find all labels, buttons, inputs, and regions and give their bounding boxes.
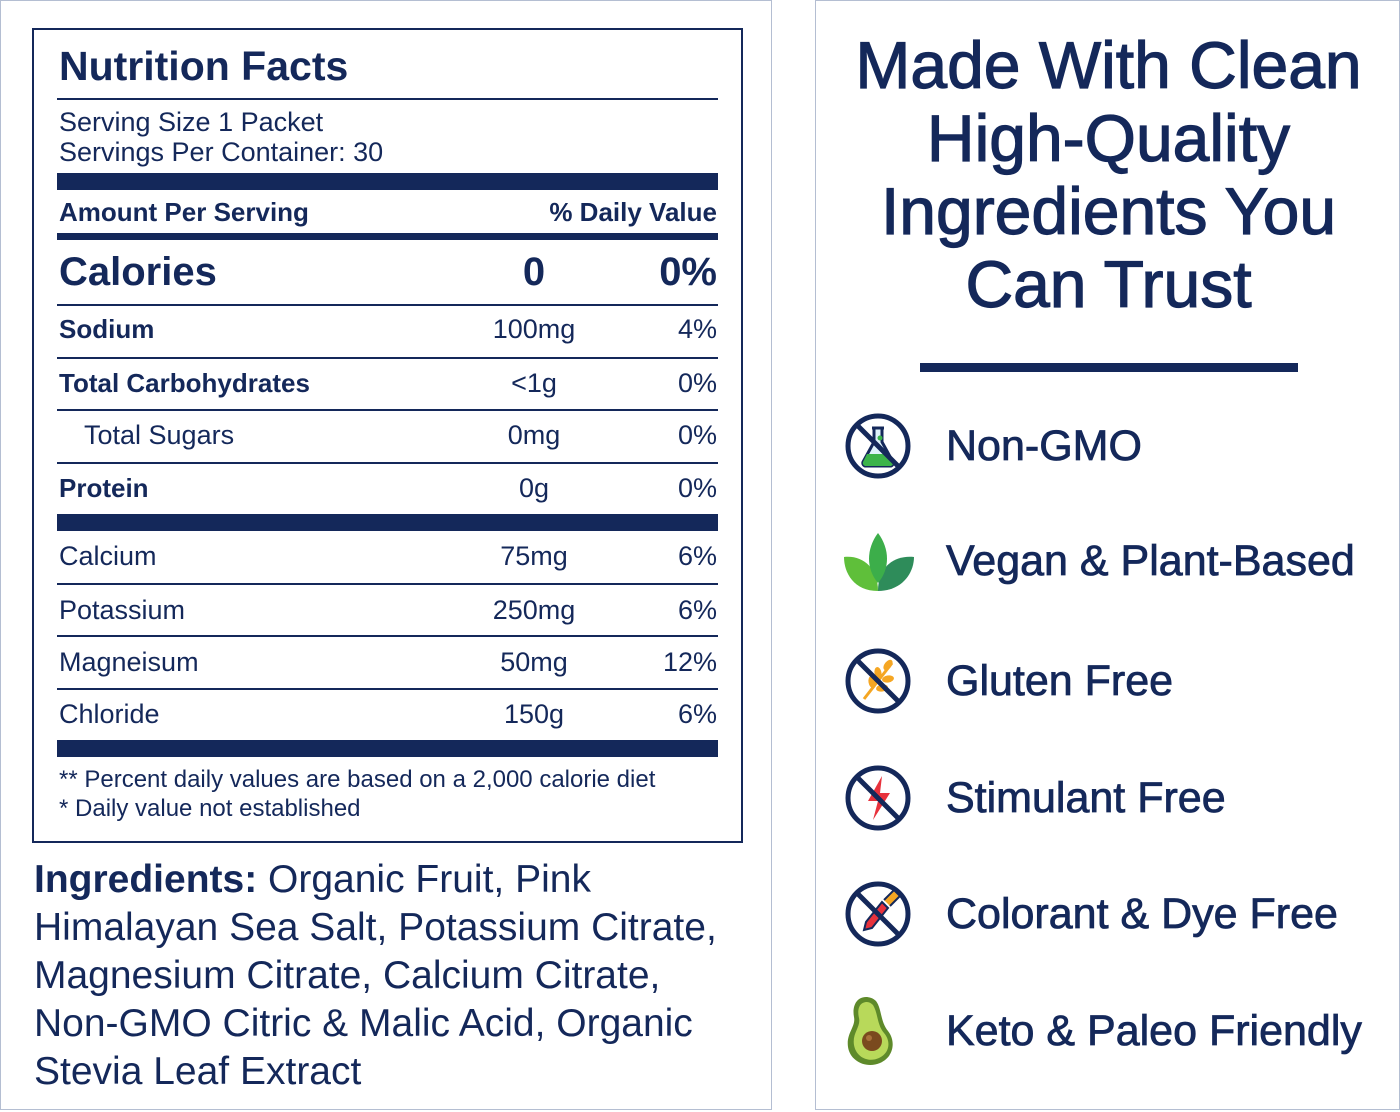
wheat-no-icon <box>836 641 920 721</box>
feature-keto-paleo: Keto & Paleo Friendly <box>836 991 1396 1071</box>
nutrient-label: Chloride <box>59 699 160 729</box>
feature-label: Keto & Paleo Friendly <box>946 1007 1363 1056</box>
nutrient-amount: 50mg <box>500 647 568 677</box>
dropper-no-icon <box>836 874 920 954</box>
footnote-not-established: * Daily value not established <box>59 795 361 822</box>
avocado-icon <box>836 991 920 1071</box>
feature-label: Stimulant Free <box>946 774 1226 823</box>
footnote-daily-values: ** Percent daily values are based on a 2… <box>59 766 656 793</box>
nutrient-label: Calcium <box>59 541 157 571</box>
flask-no-icon <box>836 406 920 486</box>
nutrient-amount: 150g <box>503 699 565 729</box>
divider-thick <box>57 740 718 757</box>
divider <box>57 304 718 306</box>
calories-dv: 0% <box>659 250 717 294</box>
feature-gluten-free: Gluten Free <box>836 641 1396 721</box>
nutrient-label: Total Sugars <box>84 420 235 450</box>
headline-line: High-Quality <box>926 101 1291 175</box>
nutrient-label: Total Carbohydrates <box>59 368 310 398</box>
nutrient-dv: 4% <box>677 314 717 344</box>
nutrient-dv: 6% <box>677 541 717 571</box>
leaves-icon <box>836 521 920 601</box>
divider <box>57 583 718 585</box>
divider <box>57 409 718 411</box>
nutrient-amount: 100mg <box>492 314 576 344</box>
amount-per-serving-header: Amount Per Serving <box>59 197 309 227</box>
ingredients-block: Ingredients: Organic Fruit, Pink Himalay… <box>34 856 754 1096</box>
headline: Made With Clean High-Quality Ingredients… <box>816 28 1400 321</box>
divider-thick <box>57 173 718 190</box>
nutrient-dv: 6% <box>677 595 717 625</box>
nutrient-dv: 6% <box>677 699 717 729</box>
ingredients-label: Ingredients: <box>34 858 258 901</box>
divider <box>57 98 718 100</box>
benefits-panel: Made With Clean High-Quality Ingredients… <box>815 0 1400 1110</box>
divider-mid <box>57 233 718 240</box>
nutrient-label: Sodium <box>59 314 155 344</box>
feature-label: Gluten Free <box>946 657 1174 706</box>
nutrient-label: Potassium <box>59 595 186 625</box>
nutrition-facts-title: Nutrition Facts <box>59 43 349 89</box>
feature-label: Vegan & Plant-Based <box>946 537 1356 586</box>
nutrition-panel: Nutrition Facts Serving Size 1 Packet Se… <box>0 0 772 1110</box>
calories-label: Calories <box>59 250 217 294</box>
nutrient-amount: <1g <box>511 368 557 398</box>
feature-label: Colorant & Dye Free <box>946 890 1339 939</box>
nutrient-dv: 0% <box>677 420 717 450</box>
calories-amount: 0 <box>522 250 546 294</box>
divider <box>57 462 718 464</box>
nutrient-dv: 0% <box>677 368 717 398</box>
nutrient-dv: 0% <box>677 473 717 503</box>
daily-value-header: % Daily Value <box>549 197 717 227</box>
nutrient-label: Protein <box>59 473 149 503</box>
nutrition-facts-box: Nutrition Facts Serving Size 1 Packet Se… <box>32 28 743 843</box>
servings-per-container: Servings Per Container: 30 <box>59 137 384 167</box>
divider <box>57 357 718 359</box>
nutrient-amount: 75mg <box>500 541 568 571</box>
divider-thick <box>57 514 718 531</box>
feature-vegan: Vegan & Plant-Based <box>836 521 1396 601</box>
serving-size: Serving Size 1 Packet <box>59 107 324 137</box>
headline-line: Ingredients You <box>880 174 1337 248</box>
headline-line: Made With Clean <box>855 28 1362 102</box>
nutrient-label: Magneisum <box>59 647 199 677</box>
headline-line: Can Trust <box>965 247 1252 321</box>
lightning-no-icon <box>836 758 920 838</box>
nutrient-amount: 250mg <box>492 595 576 625</box>
feature-stimulant-free: Stimulant Free <box>836 758 1396 838</box>
nutrient-amount: 0mg <box>507 420 561 450</box>
divider <box>57 635 718 637</box>
feature-colorant-free: Colorant & Dye Free <box>836 874 1396 954</box>
nutrient-amount: 0g <box>518 473 550 503</box>
divider <box>57 688 718 690</box>
ingredients-text: Organic Fruit, Pink Himalayan Sea Salt, … <box>34 858 717 1093</box>
feature-non-gmo: Non-GMO <box>836 406 1396 486</box>
feature-label: Non-GMO <box>946 422 1143 471</box>
nutrient-dv: 12% <box>662 647 717 677</box>
headline-divider <box>920 363 1298 372</box>
